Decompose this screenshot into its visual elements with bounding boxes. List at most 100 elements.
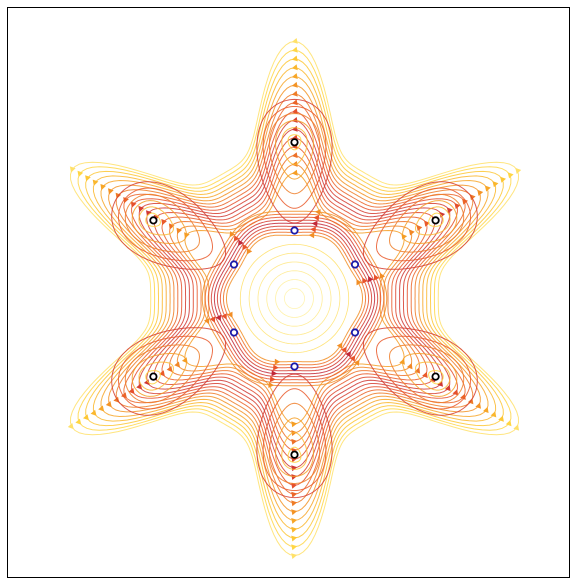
stream-arrow [238, 239, 244, 246]
stream-arrow [408, 229, 415, 236]
streamline-lobe-3 [388, 344, 465, 404]
stream-arrow [308, 232, 315, 239]
streamline-core [239, 243, 350, 354]
stream-arrow [291, 518, 298, 524]
streamline-lobe-5 [111, 327, 227, 416]
stream-arrow [291, 535, 298, 542]
stream-arrow [437, 380, 443, 387]
stream-arrow [444, 384, 451, 392]
streamline-outer [153, 137, 436, 460]
outer-vortex-marker-1 [290, 138, 299, 147]
streamline-outer [123, 102, 466, 495]
stream-arrow [291, 438, 298, 445]
inner-vortex-marker-1 [290, 226, 299, 235]
streamline-lobe-2 [388, 193, 465, 253]
stream-arrow [291, 474, 298, 480]
streamline-ring [213, 222, 376, 375]
stream-arrow [108, 188, 114, 195]
outer-vortex-marker-6 [149, 216, 158, 225]
streamline-lobe-4 [262, 388, 327, 491]
outer-vortex-marker-4 [290, 450, 299, 459]
stream-arrow [424, 220, 430, 227]
stream-arrow [500, 176, 506, 183]
stream-arrow [90, 409, 97, 416]
stream-arrow [439, 211, 446, 218]
stream-arrow [105, 401, 112, 408]
stream-arrow [92, 179, 99, 186]
stream-arrow [484, 185, 491, 192]
stream-arrow [315, 209, 321, 216]
streamline-ring [201, 210, 388, 387]
outer-vortex-marker-5 [149, 372, 158, 381]
stream-arrow [75, 418, 82, 425]
streamline-outer [85, 58, 504, 539]
stream-arrow [505, 420, 512, 427]
stream-arrow [291, 38, 298, 44]
stream-arrow [291, 73, 298, 79]
streamline-ring [204, 213, 385, 384]
stream-arrow [379, 272, 385, 279]
stream-arrow [291, 509, 298, 516]
streamline-outer [146, 128, 443, 469]
streamline-lobe-1 [256, 98, 333, 224]
stream-arrow [136, 383, 143, 390]
stream-arrow [353, 359, 360, 366]
stream-arrow [176, 227, 183, 234]
stream-arrow [143, 379, 150, 386]
stream-arrow [215, 314, 221, 321]
stream-arrow [291, 117, 298, 123]
streamline-lobe-3 [376, 335, 471, 410]
streamline-core [284, 288, 305, 309]
stream-arrow [291, 526, 298, 533]
streamline-lobe-5 [138, 361, 174, 391]
streamline-lobe-2 [415, 206, 451, 236]
stream-arrow [492, 181, 499, 188]
streamline-ring [226, 234, 363, 363]
stream-arrow [291, 491, 298, 498]
stream-arrow [227, 311, 233, 318]
stream-arrow [77, 170, 84, 177]
streamline-outer [77, 49, 512, 548]
stream-arrow [221, 313, 227, 320]
stream-arrow [341, 346, 347, 353]
stream-arrow [490, 411, 497, 418]
stream-arrow [204, 318, 210, 325]
stream-arrow [98, 405, 105, 412]
streamline-lobe-1 [275, 120, 314, 180]
stream-arrow [271, 370, 278, 377]
stream-arrow [291, 125, 298, 132]
stream-arrow [313, 214, 320, 221]
streamline-outer [169, 155, 420, 442]
stream-arrow [209, 316, 216, 323]
stream-arrow [422, 371, 428, 378]
streamline-outer [100, 76, 489, 521]
stream-arrow [291, 108, 298, 115]
stream-arrow [477, 189, 484, 196]
stream-arrow [128, 387, 135, 394]
streamline-core [257, 261, 332, 336]
stream-arrow [515, 167, 522, 174]
stream-arrow [242, 244, 248, 251]
streamline-ring [219, 228, 370, 369]
stream-arrow [130, 201, 137, 208]
stream-arrow [229, 231, 236, 238]
stream-arrow [291, 553, 298, 559]
streamline-lobe-5 [118, 335, 213, 410]
streamline-lobe-5 [131, 353, 187, 397]
streamline-outer [92, 67, 497, 530]
streamline-outer [176, 163, 413, 434]
stream-arrow [100, 184, 106, 191]
stream-arrow [269, 376, 276, 383]
stream-arrow [362, 277, 368, 284]
streamline-lobe-6 [111, 181, 227, 270]
stream-arrow [291, 64, 298, 71]
streamline-lobe-4 [256, 373, 333, 499]
stream-arrow [507, 172, 514, 179]
stream-arrow [310, 226, 316, 233]
streamline-lobe-1 [262, 106, 327, 209]
streamline-lobe-6 [124, 193, 201, 253]
stream-arrow [454, 203, 461, 210]
stream-arrow [146, 210, 152, 217]
inner-vortex-marker-3 [350, 328, 360, 337]
